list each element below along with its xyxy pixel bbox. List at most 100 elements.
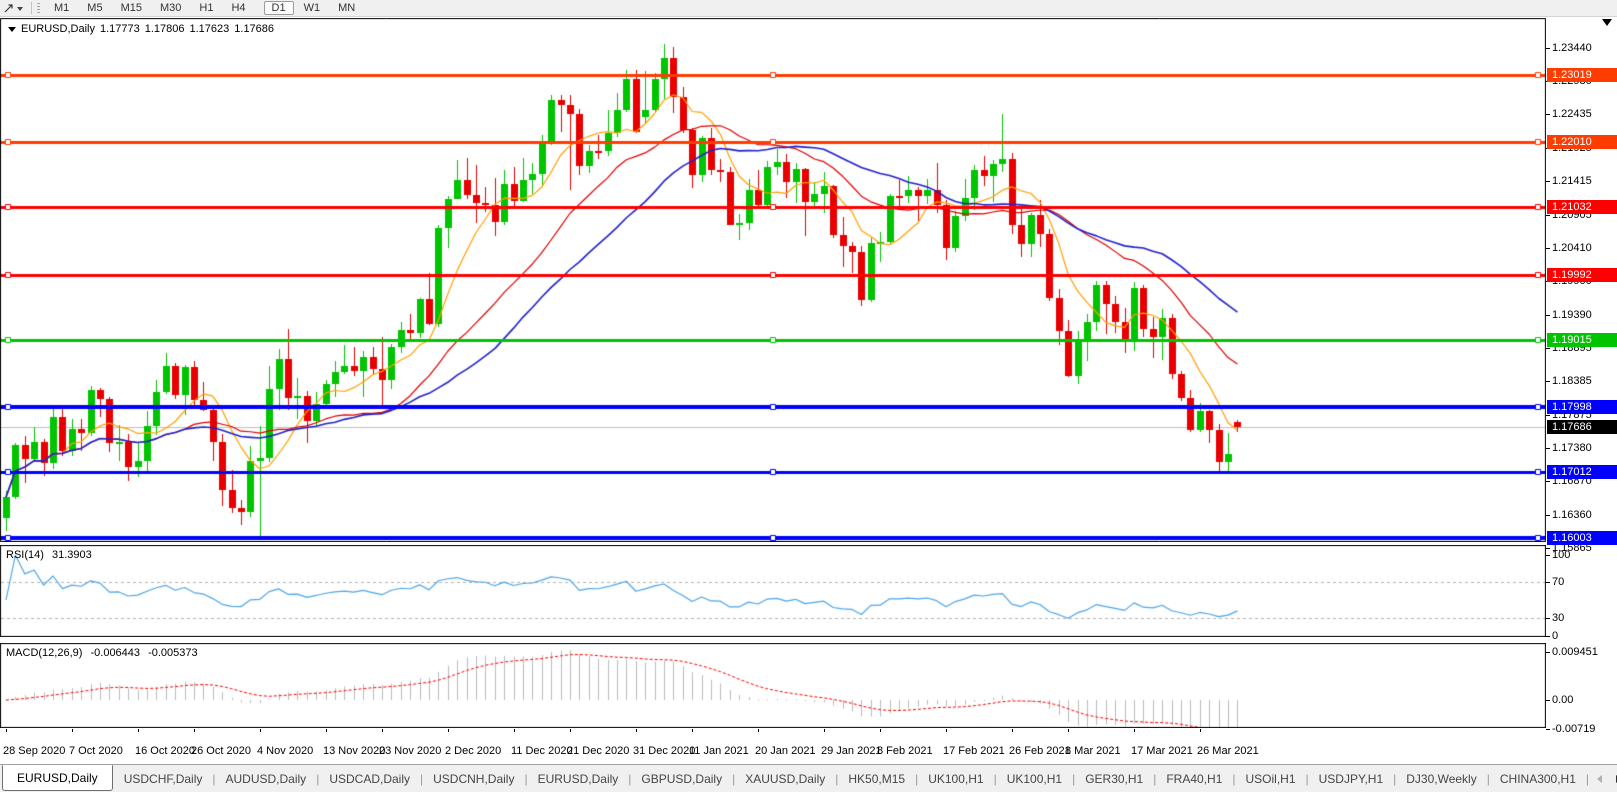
chart-tab-bar: EURUSD,Daily USDCHF,Daily | AUDUSD,Daily | U…: [0, 764, 1617, 792]
price-level-badge: 1.21032: [1547, 199, 1617, 214]
ohlc-open-value: 1.17773: [99, 23, 140, 35]
tf-button-d1[interactable]: D1: [263, 1, 294, 15]
tab-audusd-daily[interactable]: AUDUSD,Daily: [225, 771, 307, 786]
tf-button-h4[interactable]: H4: [231, 2, 246, 14]
price-level-badge: 1.17998: [1547, 399, 1617, 414]
main-chart-canvas[interactable]: [0, 18, 1546, 542]
date-tick-label: 17 Feb 2021: [943, 745, 1005, 757]
date-tick-mark: [138, 729, 139, 732]
date-tick-label: 11 Jan 2021: [689, 745, 749, 757]
date-tick-label: 8 Feb 2021: [877, 745, 933, 757]
macd-subwindow-canvas[interactable]: [0, 643, 1546, 728]
rsi-scale-dash: [1546, 618, 1550, 619]
ohlc-close-value: 1.17686: [234, 23, 275, 35]
price-tick-label: 1.19390: [1552, 308, 1592, 321]
tab-usoil-h1[interactable]: USOil,H1: [1245, 771, 1296, 786]
price-tick-dash: [1546, 547, 1550, 549]
tf-button-h1[interactable]: H1: [199, 2, 214, 14]
date-tick-mark: [946, 729, 947, 732]
rsi-scale-label: 70: [1552, 576, 1565, 588]
date-tick-label: 26 Feb 2021: [1009, 745, 1071, 757]
tab-uk100-h1[interactable]: UK100,H1: [1006, 771, 1063, 786]
date-tick-mark: [570, 729, 571, 732]
tf-button-m15[interactable]: M15: [120, 2, 142, 14]
price-tick-dash: [1546, 314, 1550, 316]
tab-separator: |: [993, 771, 997, 786]
date-tick-mark: [824, 729, 825, 732]
tab-dj30-weekly[interactable]: DJ30,Weekly: [1406, 771, 1477, 786]
tf-button-mn[interactable]: MN: [338, 2, 356, 14]
date-tick-label: 31 Dec 2020: [633, 745, 696, 757]
date-tick-label: 11 Dec 2020: [511, 745, 573, 757]
tab-usdjpy-h1[interactable]: USDJPY,H1: [1318, 771, 1384, 786]
tab-scroll-controls: |: [1585, 772, 1617, 786]
date-tick-label: 16 Oct 2020: [135, 745, 195, 757]
tab-eurusd-daily[interactable]: EURUSD,Daily: [537, 771, 619, 786]
date-tick-mark: [1012, 729, 1013, 732]
price-scale[interactable]: 1.234401.229301.224351.219251.214151.209…: [1546, 17, 1617, 763]
tab-eurusd-daily[interactable]: EURUSD,Daily: [2, 764, 113, 791]
price-level-badge: 1.22010: [1547, 135, 1617, 150]
tab-ger30-h1[interactable]: GER30,H1: [1085, 771, 1144, 786]
chart-tabs-list: USDCHF,Daily | AUDUSD,Daily | USDCAD,Daily | U…: [115, 765, 1585, 792]
tab-xauusd-daily[interactable]: XAUUSD,Daily: [745, 771, 826, 786]
rsi-scale-dash: [1546, 636, 1550, 637]
rsi-scale-label: 0: [1552, 630, 1559, 642]
macd-name: MACD(12,26,9): [6, 647, 83, 659]
tab-gbpusd-daily[interactable]: GBPUSD,Daily: [641, 771, 723, 786]
tab-usdcad-daily[interactable]: USDCAD,Daily: [329, 771, 410, 786]
tf-button-m1[interactable]: M1: [54, 2, 70, 14]
macd-scale-label: 0.00: [1552, 694, 1574, 706]
price-tick-label: 1.20410: [1552, 241, 1592, 254]
tab-usdcnh-daily[interactable]: USDCNH,Daily: [433, 771, 515, 786]
symbol-collapse-icon[interactable]: [8, 26, 16, 32]
timeframe-toolbar: M1 M5 M15 M30 H1 H4 D1 W1 MN: [0, 0, 1617, 17]
tab-fra40-h1[interactable]: FRA40,H1: [1166, 771, 1223, 786]
date-tick-label: 20 Jan 2021: [755, 745, 816, 757]
toolbar-grip[interactable]: [37, 2, 40, 14]
tab-separator: |: [628, 771, 632, 786]
tf-button-m30[interactable]: M30: [159, 2, 182, 14]
date-tick-label: 2 Dec 2020: [445, 745, 502, 757]
rsi-scale-label: 100: [1552, 549, 1571, 561]
price-tick-dash: [1546, 381, 1550, 383]
tf-button-w1[interactable]: W1: [303, 2, 321, 14]
ohlc-high-value: 1.17806: [144, 23, 185, 35]
rsi-subwindow-canvas[interactable]: [0, 545, 1546, 637]
tab-uk100-h1[interactable]: UK100,H1: [928, 771, 984, 786]
macd-scale-label: 0.009451: [1552, 646, 1598, 658]
tab-separator: |: [420, 771, 424, 786]
date-tick-label: 26 Oct 2020: [191, 745, 251, 757]
price-tick-label: 1.23440: [1552, 41, 1592, 54]
tab-separator: |: [1393, 771, 1397, 786]
tab-separator: |: [524, 771, 528, 786]
price-level-badge: 1.16003: [1547, 531, 1617, 546]
date-tick-label: 4 Nov 2020: [257, 745, 314, 757]
rsi-indicator-label: RSI(14) 31.3903: [6, 549, 97, 561]
rsi-scale-label: 30: [1552, 612, 1565, 624]
date-tick-mark: [326, 729, 327, 732]
date-tick-mark: [880, 729, 881, 732]
date-tick-label: 13 Nov 2020: [323, 745, 386, 757]
price-tick-label: 1.17380: [1552, 441, 1592, 454]
dropdown-arrow-icon[interactable]: [17, 6, 23, 11]
price-tick-dash: [1546, 181, 1550, 183]
rsi-value: 31.3903: [51, 549, 92, 561]
chart-title: EURUSD,Daily 1.17773 1.17806 1.17623 1.1…: [8, 23, 279, 35]
price-tick-dash: [1546, 447, 1550, 449]
price-level-badge: 1.23019: [1547, 68, 1617, 83]
date-tick-mark: [514, 729, 515, 732]
date-tick-label: 26 Mar 2021: [1197, 745, 1259, 757]
date-tick-mark: [758, 729, 759, 732]
tab-separator: |: [1232, 771, 1236, 786]
price-tick-dash: [1546, 214, 1550, 216]
tab-china300-h1[interactable]: CHINA300,H1: [1499, 771, 1576, 786]
tf-button-m5[interactable]: M5: [87, 2, 103, 14]
price-tick-dash: [1546, 347, 1550, 349]
tab-hk50-m15[interactable]: HK50,M15: [848, 771, 906, 786]
crosshair-cursor-icon[interactable]: [3, 3, 14, 14]
tab-usdchf-daily[interactable]: USDCHF,Daily: [123, 771, 203, 786]
time-axis[interactable]: 28 Sep 2020 7 Oct 2020 16 Oct 2020 26 Oct 2…: [0, 728, 1546, 764]
date-tick-mark: [692, 729, 693, 732]
tab-scroll-left-icon[interactable]: [1597, 774, 1603, 783]
